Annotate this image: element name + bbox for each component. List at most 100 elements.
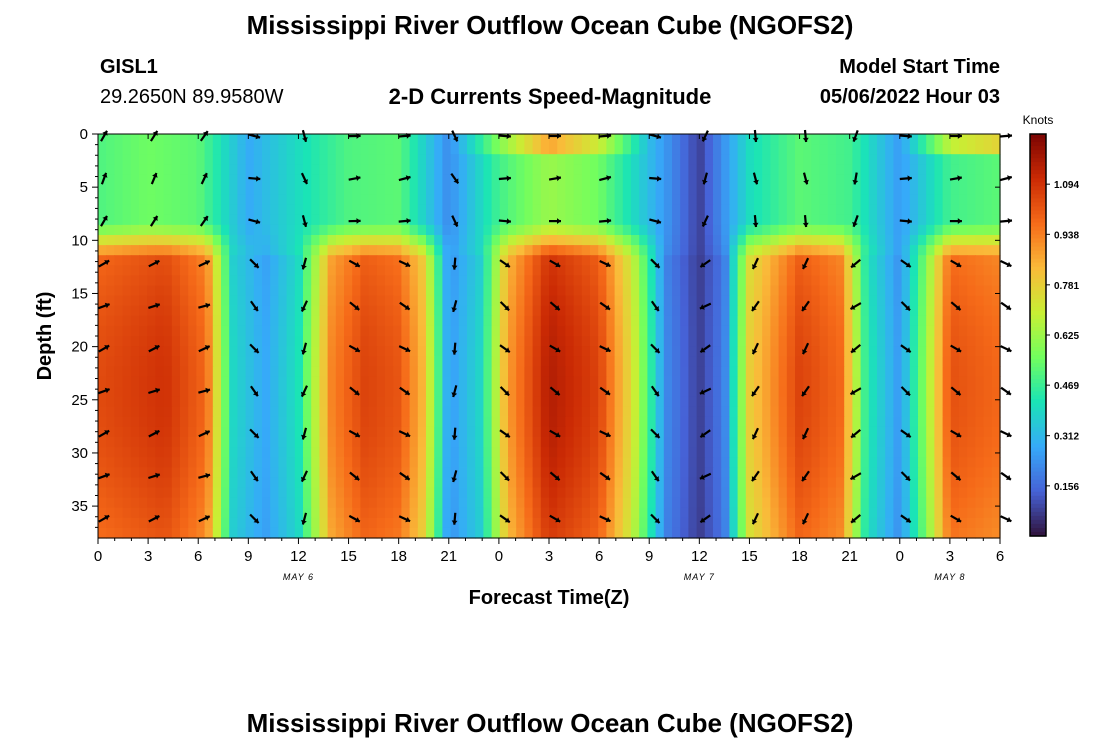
current-vector-arrow — [249, 428, 260, 439]
heatmap-cell — [508, 174, 517, 186]
heatmap-cell — [754, 346, 763, 357]
heatmap-cell — [442, 406, 452, 418]
heatmap-cell — [294, 245, 304, 256]
heatmap-cell — [442, 457, 452, 468]
heatmap-cell — [721, 386, 730, 398]
heatmap-cell — [122, 336, 132, 347]
heatmap-cell — [598, 325, 607, 337]
heatmap-cell — [606, 305, 616, 317]
heatmap-cell — [434, 204, 443, 216]
heatmap-cell — [901, 336, 911, 347]
heatmap-cell — [319, 386, 329, 398]
heatmap-cell — [368, 325, 378, 337]
heatmap-cell — [549, 467, 558, 478]
heatmap-cell — [426, 174, 435, 186]
heatmap-cell — [376, 164, 386, 175]
heatmap-cell — [139, 174, 148, 186]
vector-head — [701, 221, 708, 227]
heatmap-cell — [368, 406, 378, 418]
heatmap-cell — [622, 517, 632, 529]
heatmap-cell — [262, 194, 271, 206]
heatmap-cell — [868, 235, 878, 246]
heatmap-cell — [991, 174, 1001, 186]
heatmap-cell — [147, 467, 156, 478]
heatmap-cell — [204, 295, 214, 307]
heatmap-cell — [877, 426, 886, 438]
heatmap-cell — [647, 366, 657, 377]
heatmap-cell — [549, 295, 558, 307]
heatmap-cell — [647, 356, 657, 367]
heatmap-cell — [499, 204, 509, 216]
current-vector-arrow — [398, 175, 411, 182]
heatmap-cell — [253, 164, 263, 175]
heatmap-cell — [754, 416, 763, 428]
heatmap-cell — [155, 275, 165, 287]
heatmap-cell — [934, 275, 944, 287]
heatmap-cell — [475, 386, 484, 398]
heatmap-cell — [229, 295, 238, 307]
heatmap-cell — [122, 487, 132, 499]
heatmap-cell — [163, 457, 173, 468]
heatmap-cell — [516, 305, 525, 317]
heatmap-cell — [417, 396, 427, 408]
heatmap-cell — [672, 204, 681, 216]
heatmap-cell — [458, 356, 468, 367]
heatmap-cell — [983, 204, 993, 216]
heatmap-cell — [442, 346, 452, 357]
heatmap-cell — [442, 255, 452, 266]
heatmap-cell — [795, 255, 804, 266]
heatmap-cell — [672, 416, 681, 428]
heatmap-cell — [147, 255, 156, 266]
heatmap-cell — [458, 477, 468, 489]
heatmap-cell — [852, 224, 862, 236]
heatmap-cell — [262, 134, 271, 145]
heatmap-cell — [836, 406, 845, 418]
vector-head — [504, 475, 510, 481]
heatmap-cell — [171, 477, 181, 489]
heatmap-cell — [598, 134, 607, 145]
heatmap-cell — [655, 346, 665, 357]
heatmap-cell — [237, 467, 247, 478]
heatmap-cell — [680, 285, 689, 297]
heatmap-cell — [704, 224, 714, 236]
heatmap-cell — [926, 235, 935, 246]
current-vector-arrow — [149, 215, 159, 227]
heatmap-cell — [426, 447, 435, 458]
heatmap-cell — [540, 154, 550, 165]
heatmap-cell — [631, 295, 640, 307]
heatmap-cell — [614, 214, 624, 226]
heatmap-cell — [622, 477, 632, 489]
heatmap-cell — [655, 214, 665, 226]
heatmap-cell — [778, 376, 788, 388]
heatmap-cell — [950, 507, 960, 519]
heatmap-cell — [196, 154, 206, 165]
heatmap-cell — [98, 396, 107, 408]
heatmap-cell — [631, 214, 640, 226]
heatmap-cell — [721, 356, 730, 367]
heatmap-cell — [385, 346, 394, 357]
heatmap-cell — [212, 134, 222, 145]
heatmap-cell — [417, 224, 427, 236]
heatmap-cell — [458, 174, 468, 186]
heatmap-cell — [786, 396, 796, 408]
heatmap-cell — [811, 457, 821, 468]
heatmap-cell — [303, 204, 312, 216]
heatmap-cell — [745, 255, 755, 266]
heatmap-cell — [770, 144, 780, 155]
heatmap-cell — [442, 275, 452, 287]
heatmap-cell — [950, 396, 960, 408]
heatmap-cell — [647, 325, 657, 337]
vector-head — [905, 475, 910, 481]
heatmap-cell — [483, 356, 493, 367]
heatmap-cell — [655, 447, 665, 458]
heatmap-cell — [442, 315, 452, 327]
current-vector-arrow — [900, 429, 912, 438]
heatmap-cell — [270, 386, 279, 398]
vector-head — [453, 178, 459, 184]
heatmap-cell — [598, 336, 607, 347]
heatmap-cell — [393, 305, 402, 317]
heatmap-cell — [401, 527, 411, 539]
heatmap-cell — [942, 214, 952, 226]
vector-head — [1007, 132, 1012, 139]
heatmap-cell — [114, 315, 124, 327]
